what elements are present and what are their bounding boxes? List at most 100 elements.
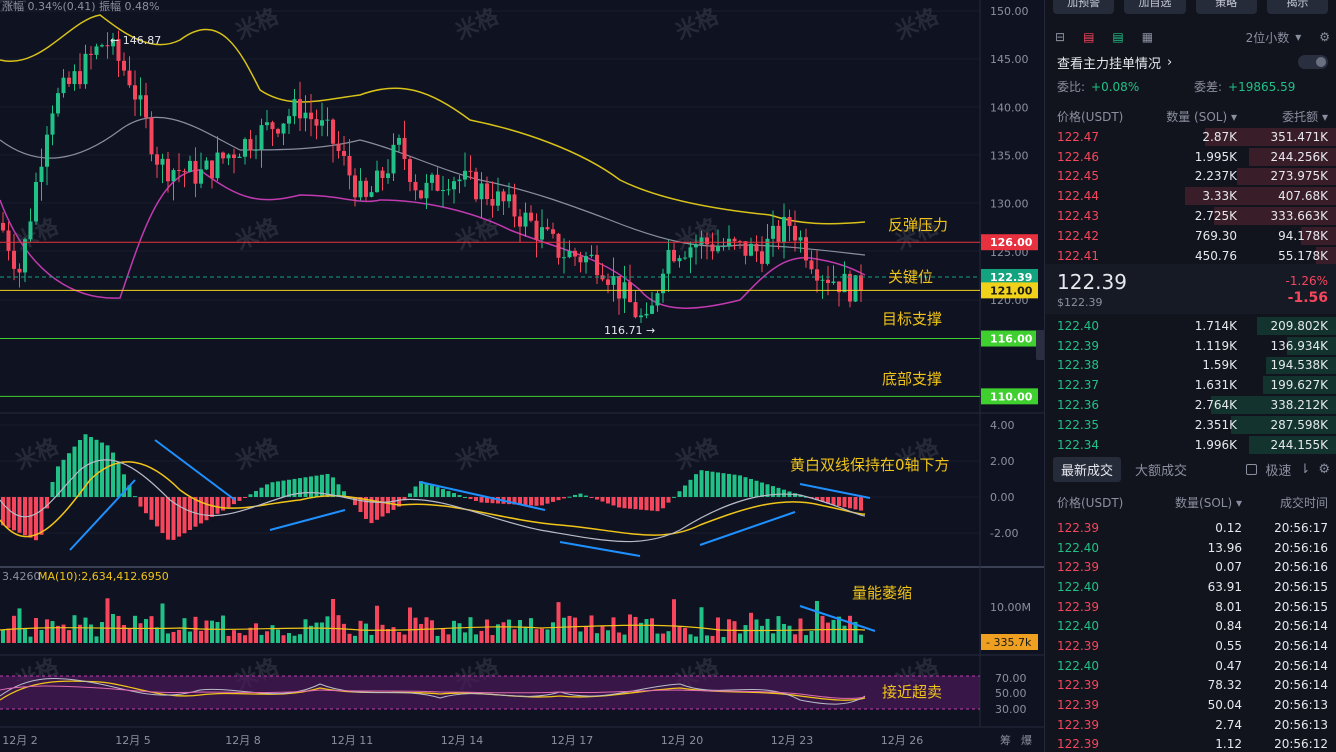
candle-body bbox=[749, 243, 753, 256]
price-axis-tick: 150.00 bbox=[990, 5, 1029, 18]
candle-body bbox=[435, 174, 440, 191]
candle-body bbox=[287, 116, 291, 124]
tab-latest-trades[interactable]: 最新成交 bbox=[1053, 456, 1122, 482]
trade-time: 20:56:15 bbox=[1274, 599, 1328, 614]
ob-header-total[interactable]: 委托额 ▾ bbox=[1282, 110, 1328, 124]
tr-header-qty[interactable]: 数量(SOL) ▾ bbox=[1175, 496, 1242, 510]
volume-bar bbox=[287, 633, 291, 643]
speed-checkbox[interactable] bbox=[1246, 463, 1258, 475]
candle-body bbox=[430, 174, 434, 183]
bid-row[interactable]: 122.37 1.631K 199.627K bbox=[1045, 375, 1336, 395]
bid-row[interactable]: 122.40 1.714K 209.802K bbox=[1045, 316, 1336, 336]
asks-only-view-icon[interactable]: ▤ bbox=[1112, 30, 1124, 44]
filter-icon[interactable]: ⇂ bbox=[1299, 461, 1311, 477]
chart-canvas[interactable]: 米格米格米格米格米格米格米格米格米格米格米格米格米格米格米格米格米格米格米格米格… bbox=[0, 0, 1044, 752]
volume-bar bbox=[446, 634, 451, 643]
macd-histogram-bar bbox=[507, 497, 511, 505]
volume-bar bbox=[347, 633, 352, 643]
candle-body bbox=[237, 156, 242, 158]
volume-bar bbox=[419, 624, 423, 643]
add-alert-button[interactable]: 加预警 bbox=[1053, 0, 1115, 14]
candle-body bbox=[820, 279, 825, 281]
candle-body bbox=[771, 225, 775, 239]
trend-arrow-line bbox=[799, 605, 876, 632]
trade-row: 122.39 78.32 20:56:14 bbox=[1045, 676, 1336, 696]
panel-collapse-handle[interactable] bbox=[1036, 330, 1044, 360]
ob-quantity: 2.237K bbox=[1194, 169, 1237, 184]
add-favorite-button[interactable]: 加自选 bbox=[1124, 0, 1186, 14]
bid-row[interactable]: 122.36 2.764K 338.212K bbox=[1045, 395, 1336, 415]
depth-view-icon[interactable]: ▦ bbox=[1141, 30, 1154, 44]
ask-row[interactable]: 122.47 2.87K 351.471K bbox=[1045, 127, 1336, 147]
candle-body bbox=[424, 182, 429, 199]
settings-gear-icon[interactable]: ⚙ bbox=[1319, 30, 1330, 44]
chip-distribution-label: 筹 bbox=[1000, 733, 1011, 747]
main-orders-toggle[interactable] bbox=[1298, 55, 1328, 69]
volume-axis-tick: 10.00M bbox=[990, 601, 1031, 614]
ask-row[interactable]: 122.45 2.237K 273.975K bbox=[1045, 167, 1336, 187]
bids-only-view-icon[interactable]: ▤ bbox=[1083, 30, 1095, 44]
kline-chart[interactable]: 米格米格米格米格米格米格米格米格米格米格米格米格米格米格米格米格米格米格米格米格… bbox=[0, 0, 1044, 752]
volume-bar bbox=[782, 623, 786, 643]
bid-row[interactable]: 122.35 2.351K 287.598K bbox=[1045, 415, 1336, 435]
main-orders-link[interactable]: 查看主力挂单情况 › bbox=[1057, 52, 1328, 72]
candle-body bbox=[606, 279, 610, 285]
ask-row[interactable]: 122.46 1.995K 244.256K bbox=[1045, 147, 1336, 167]
macd-histogram-bar bbox=[463, 497, 467, 498]
ob-total: 244.256K bbox=[1270, 149, 1329, 164]
volume-bar bbox=[732, 621, 737, 643]
macd-histogram-bar bbox=[424, 483, 429, 497]
volume-bar bbox=[595, 633, 599, 643]
ask-row[interactable]: 122.41 450.76 55.178K bbox=[1045, 246, 1336, 266]
level-badge-label: 122.39 bbox=[990, 271, 1032, 284]
macd-histogram-bar bbox=[512, 497, 517, 505]
volume-bar bbox=[534, 629, 539, 643]
macd-dea-line bbox=[0, 461, 866, 538]
ask-row[interactable]: 122.44 3.33K 407.68K bbox=[1045, 186, 1336, 206]
watermark-text: 米格 bbox=[452, 433, 504, 476]
bid-row[interactable]: 122.38 1.59K 194.538K bbox=[1045, 356, 1336, 376]
trade-row: 122.39 0.07 20:56:16 bbox=[1045, 557, 1336, 577]
ask-row[interactable]: 122.43 2.725K 333.663K bbox=[1045, 206, 1336, 226]
macd-histogram-bar bbox=[408, 493, 412, 497]
candle-body bbox=[848, 273, 852, 302]
macd-histogram-bar bbox=[650, 497, 654, 511]
volume-bar bbox=[474, 634, 478, 643]
tab-large-trades[interactable]: 大额成交 bbox=[1135, 463, 1188, 479]
volume-ma-line bbox=[0, 624, 866, 632]
tr-header-time: 成交时间 bbox=[1279, 496, 1328, 510]
bid-row[interactable]: 122.34 1.996K 244.155K bbox=[1045, 435, 1336, 455]
macd-histogram-bar bbox=[589, 497, 594, 498]
trade-row: 122.39 1.12 20:56:12 bbox=[1045, 735, 1336, 752]
reveal-button[interactable]: 揭示 bbox=[1266, 0, 1328, 14]
ob-price: 122.39 bbox=[1057, 338, 1099, 353]
volume-bar bbox=[177, 629, 181, 643]
volume-bar bbox=[226, 635, 231, 643]
volume-bar bbox=[573, 617, 577, 643]
macd-histogram-bar bbox=[402, 497, 407, 501]
both-sides-view-icon[interactable]: ⊟ bbox=[1055, 30, 1066, 44]
ob-price: 122.41 bbox=[1057, 248, 1099, 263]
macd-histogram-bar bbox=[820, 497, 825, 502]
price-axis-tick: 140.00 bbox=[990, 101, 1029, 114]
level-annotation: 关键位 bbox=[888, 268, 933, 286]
macd-histogram-bar bbox=[694, 474, 698, 497]
strategy-button[interactable]: 策略 bbox=[1195, 0, 1257, 14]
trade-row: 122.40 63.91 20:56:15 bbox=[1045, 577, 1336, 597]
precision-select[interactable]: 2位小数 ▾ bbox=[1246, 29, 1302, 46]
volume-bar bbox=[325, 616, 330, 643]
volume-bar bbox=[314, 622, 319, 643]
ob-header-qty[interactable]: 数量 (SOL) ▾ bbox=[1166, 110, 1237, 124]
ask-row[interactable]: 122.42 769.30 94.178K bbox=[1045, 226, 1336, 246]
ob-header-qty-label: 数量 (SOL) bbox=[1166, 110, 1228, 124]
settings-icon[interactable]: ⚙ bbox=[1318, 461, 1330, 477]
ob-price: 122.44 bbox=[1057, 189, 1099, 204]
volume-bar bbox=[144, 619, 148, 643]
macd-histogram-bar bbox=[39, 497, 44, 535]
candle-body bbox=[50, 113, 55, 135]
ob-total: 94.178K bbox=[1278, 228, 1328, 243]
trend-arrow-line bbox=[69, 479, 136, 551]
macd-histogram-bar bbox=[243, 497, 247, 498]
bid-row[interactable]: 122.39 1.119K 136.934K bbox=[1045, 336, 1336, 356]
ob-price: 122.46 bbox=[1057, 149, 1099, 164]
